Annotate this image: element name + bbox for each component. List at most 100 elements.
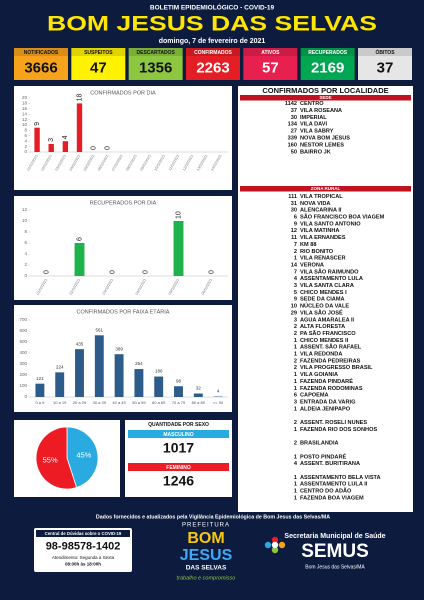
y-tick-label: 20 xyxy=(22,95,28,100)
y-tick-label: 200 xyxy=(19,372,27,377)
data-label: 254 xyxy=(135,361,143,366)
y-tick-label: 18 xyxy=(22,101,28,106)
locality-name: FAZENDA BOA VIAGEM xyxy=(300,495,364,501)
locality-count: 27 xyxy=(291,129,297,135)
stat-label: ÓBITOS xyxy=(375,48,395,56)
data-label: 561 xyxy=(96,327,104,332)
locality-count: 6 xyxy=(294,393,297,399)
locality-count: 1 xyxy=(294,482,297,488)
y-tick-label: 8 xyxy=(24,128,27,133)
stat-value: 1356 xyxy=(139,59,172,76)
locality-name: VILA SANTA CLARA xyxy=(300,283,354,289)
stat-label: RECUPERADOS xyxy=(308,50,348,56)
stat-label: CONFIRMADOS xyxy=(194,50,232,56)
locality-name: NOVA VIDA xyxy=(300,201,330,207)
locality-count: 5 xyxy=(294,290,297,296)
locality-name: ALTA FLORESTA xyxy=(300,324,345,330)
y-tick-label: 10 xyxy=(22,218,28,223)
section-strip xyxy=(240,95,411,101)
x-tick-label: 60 a 69 xyxy=(152,400,166,405)
x-tick-label: >= 90 xyxy=(213,400,224,405)
bar xyxy=(55,372,65,397)
locality-name: VILA RENASCER xyxy=(300,256,345,262)
prefeitura-slogan: trabalho e compromisso xyxy=(177,575,236,581)
stat-label: NOTIFICADOS xyxy=(24,50,59,56)
stat-box xyxy=(243,48,298,80)
locality-count: 9 xyxy=(294,297,297,303)
data-label: 9 xyxy=(34,122,41,126)
stat-value: 47 xyxy=(90,59,107,76)
semus-icon-dot xyxy=(271,541,279,549)
y-tick-label: 0 xyxy=(24,149,27,154)
locality-name: POSTO PINDARÉ xyxy=(300,452,346,460)
data-label: 4 xyxy=(217,389,220,394)
header-title: BOM JESUS DAS SELVAS xyxy=(47,13,377,36)
section-strip xyxy=(240,186,411,192)
stat-box xyxy=(358,48,412,80)
locality-count: 1 xyxy=(294,406,297,412)
semus-name: SEMUS xyxy=(301,541,369,562)
stat-value: 2263 xyxy=(196,59,229,76)
y-tick-label: 500 xyxy=(19,339,27,344)
locality-count: 2 xyxy=(294,324,297,330)
x-tick-label: 80 a 89 xyxy=(192,400,206,405)
stat-label: DESCARTADOS xyxy=(137,50,176,56)
stat-label: ATIVOS xyxy=(261,50,280,56)
contact-hours: 08:00h às 18:00h xyxy=(65,562,101,567)
bar xyxy=(62,141,69,152)
sexo-strip xyxy=(128,463,229,471)
prefeitura-logo-line: BOM xyxy=(187,530,224,547)
locality-name: FAZENDA RODOMINAS xyxy=(300,386,363,392)
stat-value: 57 xyxy=(262,59,279,76)
bar xyxy=(94,335,104,397)
semus-secretaria: Secretaria Municipal de Saúde xyxy=(284,533,385,540)
stat-label: SUSPEITOS xyxy=(84,50,113,56)
stat-value: 37 xyxy=(377,59,394,76)
locality-name: VILA DAVI xyxy=(300,122,327,128)
stat-label-strip xyxy=(186,48,240,56)
data-label: 0 xyxy=(90,146,97,150)
stat-label-strip xyxy=(71,48,126,56)
locality-name: ALDEIA JENIPAPO xyxy=(300,406,351,412)
locality-name: SEDE DA CIAMA xyxy=(300,297,345,303)
locality-count: 7 xyxy=(294,269,297,275)
bar xyxy=(174,386,183,397)
localidade-panel xyxy=(238,86,413,512)
locality-name: ASSENTAMENTO LULA II xyxy=(300,482,368,488)
x-tick-label: 0 a 9 xyxy=(35,400,45,405)
locality-count: 4 xyxy=(294,461,298,467)
locality-count: 1 xyxy=(294,427,297,433)
y-tick-label: 400 xyxy=(19,350,27,355)
locality-count: 160 xyxy=(288,142,297,148)
x-tick-label: 70 a 79 xyxy=(172,400,186,405)
locality-name: ASSENTAMENTO LULA xyxy=(300,276,363,282)
data-label: 224 xyxy=(56,365,64,370)
locality-count: 9 xyxy=(294,221,297,227)
footer-source: Dados fornecidos e atualizados pela Vigi… xyxy=(96,514,330,520)
locality-name: FAZENDA RIO DOS SONHOS xyxy=(300,427,377,433)
bar xyxy=(34,127,40,152)
data-label: 3 xyxy=(48,138,55,142)
stat-label-strip xyxy=(300,48,355,56)
y-tick-label: 2 xyxy=(24,144,27,149)
locality-count: 30 xyxy=(291,208,297,214)
x-tick-label: 20 a 29 xyxy=(73,400,87,405)
prefeitura-logo-line: DAS SELVAS xyxy=(186,565,227,572)
x-tick-label: 50 a 59 xyxy=(132,400,146,405)
header-subtitle: BOLETIM EPIDEMIOLÓGICO - COVID-19 xyxy=(150,3,275,12)
chart-panel xyxy=(14,196,232,300)
locality-count: 134 xyxy=(288,122,298,128)
contact-title-strip xyxy=(36,530,130,537)
locality-name: FAZENDA PINDARÉ xyxy=(300,377,353,385)
sexo-title: QUANTIDADE POR SEXO xyxy=(148,422,209,428)
locality-name: NOVA BOM JESUS xyxy=(300,135,350,141)
locality-name: VILA PROGRESSO BRASIL xyxy=(300,365,373,371)
pie-label: 45% xyxy=(76,450,91,459)
bar xyxy=(154,376,164,397)
contact-phone: 98-98578-1402 xyxy=(46,540,121,552)
locality-name: ASSENT. BURITIRANA xyxy=(300,461,360,467)
bar xyxy=(35,383,45,397)
section-name: ZONA RURAL xyxy=(311,186,341,191)
y-tick-label: 10 xyxy=(22,122,28,127)
locality-name: ASSENT. SÃO RAFAEL xyxy=(300,344,362,351)
